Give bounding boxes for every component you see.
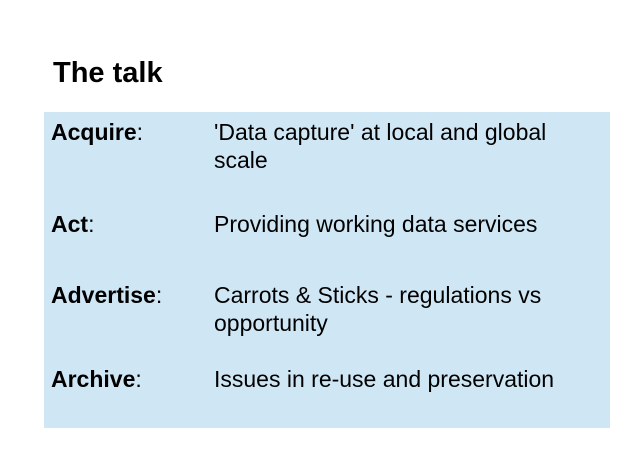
term-definition: Carrots & Sticks - regulations vs opport… (214, 282, 542, 336)
term-separator: : (135, 366, 142, 392)
term-separator: : (88, 211, 95, 237)
term-separator: : (136, 119, 144, 145)
term-name: Act (51, 211, 89, 237)
term-definition: Issues in re-use and preservation (214, 366, 555, 392)
term-label: Archive: (51, 365, 211, 393)
term-definition-panel: Acquire: 'Data capture' at local and glo… (44, 112, 610, 428)
term-name: Advertise (51, 282, 156, 308)
term-name: Archive (51, 366, 136, 392)
term-name: Acquire (51, 119, 137, 145)
term-definition: 'Data capture' at local and global scale (214, 119, 547, 173)
term-label: Act: (51, 210, 211, 238)
term-separator: : (155, 282, 163, 308)
term-label: Advertise: (51, 281, 211, 309)
term-label: Acquire: (51, 118, 211, 146)
slide-title: The talk (53, 57, 163, 89)
term-definition: Providing working data services (214, 211, 538, 237)
